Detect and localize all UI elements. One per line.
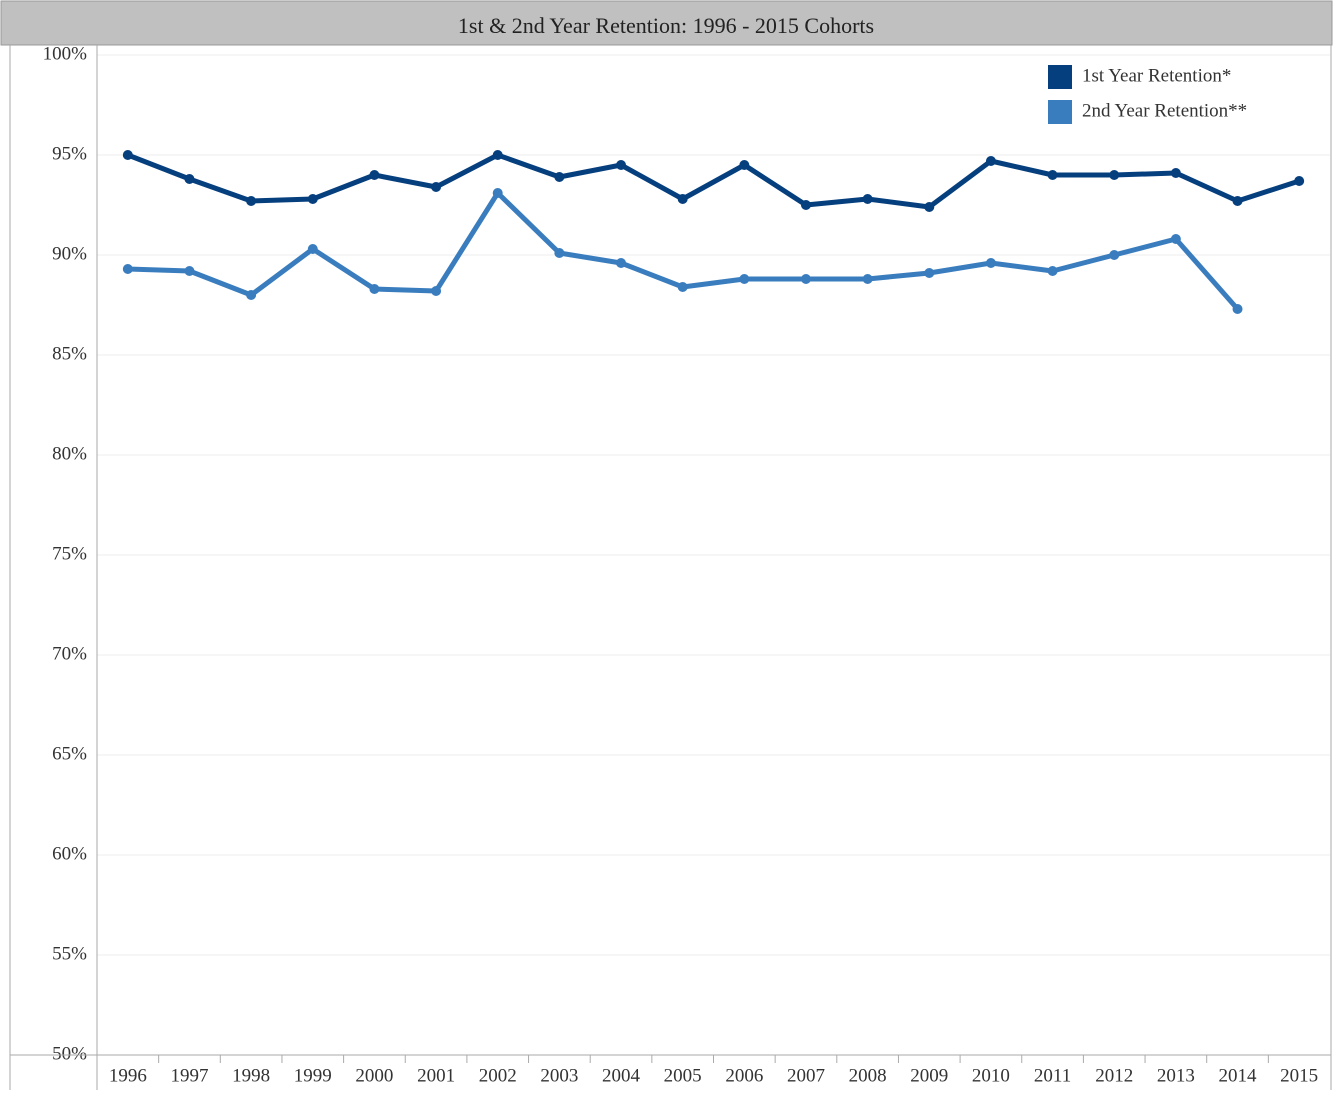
point [985,258,996,268]
x-tick-label: 2003 [540,1065,578,1086]
point [554,172,565,182]
point [616,258,627,268]
y-tick-label: 85% [52,343,87,364]
point [924,268,935,278]
y-tick-label: 95% [52,143,87,164]
point [431,182,442,192]
point [1109,250,1120,260]
y-tick-label: 55% [52,943,87,964]
point [492,188,503,198]
point [122,264,133,274]
x-tick-label: 2000 [355,1065,393,1086]
x-tick-label: 2009 [910,1065,948,1086]
point [1109,170,1120,180]
point [492,150,503,160]
point [739,160,750,170]
y-tick-label: 75% [52,543,87,564]
point [122,150,133,160]
x-tick-label: 2015 [1280,1065,1318,1086]
legend-label: 1st Year Retention* [1082,65,1231,86]
point [369,170,380,180]
point [616,160,627,170]
point [1232,304,1243,314]
x-tick-label: 2010 [972,1065,1010,1086]
point [246,196,257,206]
x-tick-label: 2012 [1095,1065,1133,1086]
x-tick-label: 2013 [1157,1065,1195,1086]
point [862,194,873,204]
chart-title: 1st & 2nd Year Retention: 1996 - 2015 Co… [458,13,874,38]
x-tick-label: 2004 [602,1065,641,1086]
point [1232,196,1243,206]
x-tick-label: 1998 [232,1065,270,1086]
point [307,244,318,254]
y-tick-label: 90% [52,243,87,264]
y-tick-label: 70% [52,643,87,664]
legend-swatch [1048,100,1072,124]
x-tick-label: 2006 [725,1065,763,1086]
point [677,282,688,292]
series-line [126,152,1300,210]
x-tick-label: 1997 [170,1065,208,1086]
y-tick-label: 65% [52,743,87,764]
x-tick-label: 2011 [1034,1065,1071,1086]
y-tick-label: 100% [43,43,88,64]
point [677,194,688,204]
point [924,202,935,212]
x-tick-label: 2001 [417,1065,455,1086]
point [800,274,811,284]
point [985,156,996,166]
x-tick-label: 2008 [849,1065,887,1086]
point [1294,176,1305,186]
y-tick-label: 60% [52,843,87,864]
x-tick-label: 1996 [109,1065,147,1086]
point [800,200,811,210]
point [862,274,873,284]
point [184,266,195,276]
x-tick-label: 1999 [294,1065,332,1086]
point [1047,170,1058,180]
legend-label: 2nd Year Retention** [1082,100,1247,121]
y-tick-label: 50% [52,1043,87,1064]
point [1047,266,1058,276]
point [184,174,195,184]
point [431,286,442,296]
x-tick-label: 2014 [1219,1065,1258,1086]
point [307,194,318,204]
point [739,274,750,284]
point [554,248,565,258]
y-tick-label: 80% [52,443,87,464]
x-tick-label: 2005 [664,1065,702,1086]
point [246,290,257,300]
title-bar [0,0,1333,46]
x-tick-label: 2002 [479,1065,517,1086]
point [369,284,380,294]
x-tick-label: 2007 [787,1065,825,1086]
point [1170,168,1181,178]
point [1170,234,1181,244]
legend-swatch [1048,65,1072,89]
